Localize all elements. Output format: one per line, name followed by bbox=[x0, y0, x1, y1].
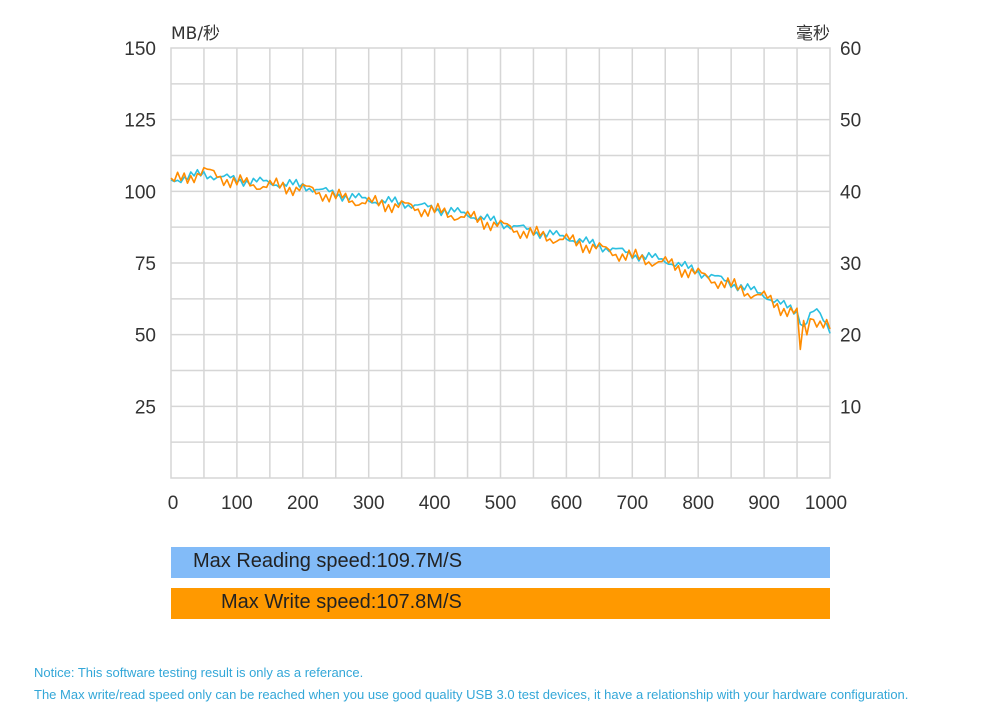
chart-series bbox=[170, 166, 831, 351]
y-left-tick-label: 25 bbox=[135, 397, 156, 418]
max-read-speed-bar: Max Reading speed:109.7M/S bbox=[171, 547, 830, 578]
y-left-tick-label: 125 bbox=[124, 111, 156, 132]
x-tick-label: 200 bbox=[287, 493, 319, 514]
y-right-tick-label: 50 bbox=[840, 111, 861, 132]
max-write-speed-label: Max Write speed:107.8M/S bbox=[221, 591, 462, 613]
y-left-unit-label: MB/秒 bbox=[171, 24, 220, 44]
y-left-tick-label: 75 bbox=[135, 254, 156, 275]
max-write-speed-bar: Max Write speed:107.8M/S bbox=[171, 588, 830, 619]
y-right-tick-label: 30 bbox=[840, 254, 861, 275]
y-left-tick-label: 100 bbox=[124, 182, 156, 203]
x-tick-label: 500 bbox=[485, 493, 517, 514]
x-tick-label: 700 bbox=[616, 493, 648, 514]
y-left-tick-label: 150 bbox=[124, 39, 156, 60]
x-tick-label: 800 bbox=[682, 493, 714, 514]
chart-grid bbox=[170, 47, 831, 479]
x-tick-label: 1000 bbox=[805, 493, 847, 514]
notice-line-1: Notice: This software testing result is … bbox=[34, 665, 364, 680]
y-right-tick-label: 10 bbox=[840, 397, 861, 418]
x-tick-label: 0 bbox=[168, 493, 179, 514]
x-tick-label: 400 bbox=[419, 493, 451, 514]
max-read-speed-label: Max Reading speed:109.7M/S bbox=[193, 550, 463, 572]
y-right-tick-label: 60 bbox=[840, 39, 861, 60]
x-tick-label: 100 bbox=[221, 493, 253, 514]
notice-line-2: The Max write/read speed only can be rea… bbox=[34, 687, 909, 702]
y-right-tick-label: 40 bbox=[840, 182, 861, 203]
y-right-unit-label: 毫秒 bbox=[796, 24, 830, 44]
series-line-2 bbox=[170, 166, 831, 351]
x-tick-label: 600 bbox=[551, 493, 583, 514]
x-tick-label: 300 bbox=[353, 493, 385, 514]
y-right-tick-label: 20 bbox=[840, 326, 861, 347]
x-tick-label: 900 bbox=[748, 493, 780, 514]
y-left-tick-label: 50 bbox=[135, 326, 156, 347]
